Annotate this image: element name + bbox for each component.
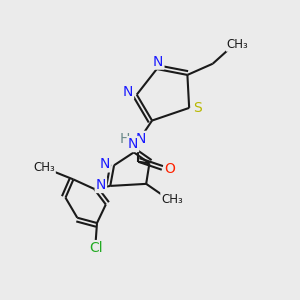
- Text: CH₃: CH₃: [227, 38, 249, 51]
- Text: N: N: [100, 158, 110, 171]
- Text: N: N: [128, 137, 138, 151]
- Text: N: N: [136, 132, 146, 146]
- Text: N: N: [123, 85, 133, 99]
- Text: Cl: Cl: [90, 241, 103, 255]
- Text: H: H: [120, 132, 130, 146]
- Text: N: N: [96, 178, 106, 192]
- Text: O: O: [165, 162, 176, 176]
- Text: CH₃: CH₃: [161, 193, 183, 206]
- Text: S: S: [194, 101, 202, 116]
- Text: CH₃: CH₃: [33, 161, 55, 174]
- Text: N: N: [153, 55, 164, 69]
